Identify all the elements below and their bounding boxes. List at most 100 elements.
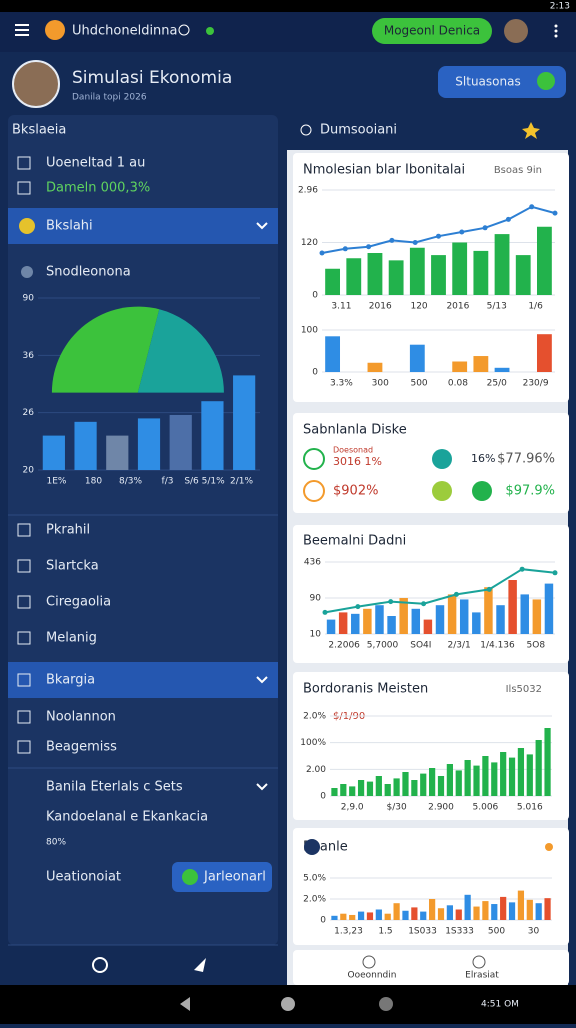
bar — [429, 899, 436, 920]
status-dot — [206, 27, 214, 35]
sidebar-item[interactable]: Pkrahil — [46, 523, 90, 538]
bar — [349, 914, 356, 920]
card-title: Nmolesian blar Ibonitalai — [303, 163, 465, 178]
bar — [363, 608, 372, 634]
bar — [340, 784, 347, 796]
bar — [338, 612, 348, 634]
menu-icon[interactable] — [15, 24, 29, 36]
chevron — [256, 676, 268, 684]
y-label: 0 — [320, 792, 326, 802]
pie-slice — [51, 306, 160, 393]
sidebar-item[interactable]: Dameln 000,3% — [46, 181, 150, 196]
y-label: 90 — [310, 594, 322, 604]
sidebar-item[interactable]: Melanig — [46, 631, 97, 646]
bar — [331, 788, 338, 796]
group-item[interactable]: Kandoelanal e Ekankacia — [46, 810, 208, 825]
nav-home[interactable] — [281, 997, 295, 1011]
line-point — [355, 604, 361, 610]
bar — [375, 776, 382, 796]
row-value: 16% — [471, 452, 495, 465]
main-title: Dumsooiani — [320, 123, 397, 138]
bar — [452, 242, 468, 295]
y-label: 0 — [312, 368, 318, 378]
x-label: 120 — [410, 302, 427, 312]
row-icon — [472, 481, 492, 501]
chevron — [256, 783, 268, 791]
bar — [384, 784, 391, 796]
bar — [508, 902, 516, 920]
bar — [137, 418, 161, 470]
y-label: 90 — [23, 294, 35, 304]
bar — [325, 268, 341, 295]
sidebar-item[interactable]: Ciregaolia — [46, 595, 111, 610]
bar — [482, 901, 489, 920]
card — [293, 950, 569, 985]
row-icon — [303, 448, 325, 470]
nav-recent[interactable] — [379, 997, 393, 1011]
bar — [409, 247, 425, 295]
sidebar-item[interactable]: Beagemiss — [46, 740, 117, 755]
tab-icon — [362, 955, 376, 969]
bar — [544, 583, 554, 634]
sidebar-item[interactable]: Noolannon — [46, 710, 116, 725]
section-highlight[interactable] — [8, 208, 278, 244]
tab-label[interactable]: Elrasiat — [465, 971, 499, 981]
bar — [423, 619, 433, 634]
bar — [340, 913, 347, 920]
tab-label[interactable]: Ooeonndin — [348, 971, 397, 981]
y-label: 100 — [301, 326, 318, 336]
nav-back[interactable] — [180, 997, 190, 1011]
group-item[interactable]: Ueationoiat — [46, 870, 121, 885]
sidebar-item[interactable]: Slartcka — [46, 559, 99, 574]
bar — [455, 770, 462, 796]
section-title: Bkslahi — [46, 219, 93, 234]
card-note: Ils5032 — [506, 684, 542, 695]
line-point — [412, 240, 418, 245]
x-label: 1E% — [47, 477, 67, 487]
app-title: Uhdchoneldinna — [72, 24, 178, 39]
more-icon[interactable] — [554, 24, 558, 38]
bar — [388, 260, 404, 295]
bar — [473, 250, 489, 295]
bar — [500, 752, 507, 796]
avatar-small[interactable] — [504, 19, 528, 43]
bar — [544, 728, 551, 796]
line-point — [529, 204, 535, 210]
section-highlight[interactable] — [8, 662, 278, 698]
x-label: 1S333 — [445, 927, 474, 937]
star-icon[interactable] — [522, 122, 540, 139]
bar — [544, 898, 551, 920]
x-label: 2/1% — [230, 477, 253, 487]
card-title: Beemalni Dadni — [303, 534, 406, 549]
bar — [536, 334, 552, 372]
header-title: Simulasi Ekonomia — [72, 68, 232, 88]
header-button[interactable] — [438, 66, 566, 98]
x-label: 5,7000 — [367, 641, 399, 651]
bar — [535, 740, 542, 796]
line-point — [421, 601, 427, 607]
sidebar-item[interactable]: Uoeneltad 1 au — [46, 156, 145, 171]
bar — [532, 599, 542, 634]
footer-icon[interactable] — [194, 958, 206, 972]
group-title[interactable]: Banila Eterlals c Sets — [46, 780, 183, 795]
x-label: 25/0 — [487, 379, 507, 389]
caption: Doesonad — [333, 446, 373, 455]
bar — [473, 765, 480, 796]
footer-icon[interactable] — [92, 957, 108, 973]
bar — [464, 894, 471, 920]
x-label: 5.006 — [473, 803, 499, 813]
bar — [473, 356, 489, 372]
bar — [393, 778, 400, 796]
search-icon[interactable] — [178, 24, 190, 36]
card-note: Bsoas 9in — [494, 165, 542, 176]
bar — [233, 375, 256, 470]
app-button[interactable] — [372, 18, 492, 44]
nav-clock: 4:51 OM — [481, 1000, 519, 1010]
group-button[interactable] — [172, 862, 272, 892]
line-point — [389, 237, 395, 243]
bar — [375, 605, 384, 634]
bar — [446, 905, 453, 920]
bar — [411, 608, 421, 634]
row-icon — [303, 480, 325, 502]
